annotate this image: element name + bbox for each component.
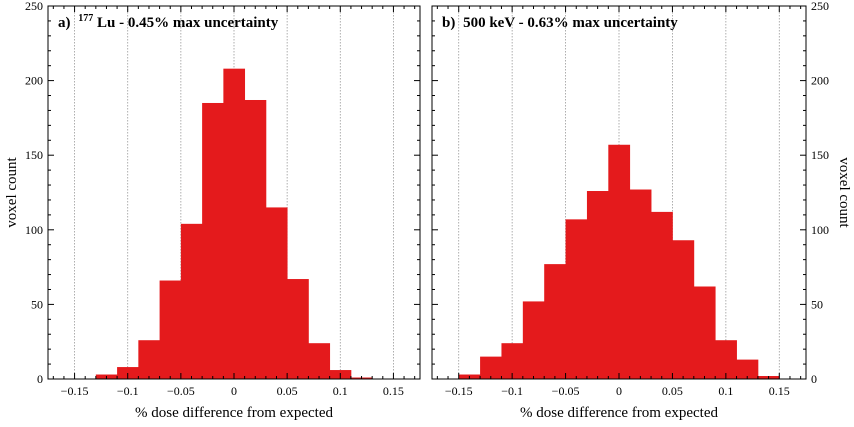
panel-a-ytick-label-3: 150: [25, 148, 43, 162]
panel-a-bar-7: [244, 99, 267, 379]
panel-b-bar-8: [629, 189, 652, 379]
panel-b-bars: [458, 144, 780, 379]
panel-a-bar-5: [202, 102, 224, 379]
panel-a-bar-10: [308, 343, 331, 379]
panel-b-bar-6: [586, 191, 609, 379]
panel-b-xtick-label-6: 0.15: [769, 384, 790, 398]
panel-b-ytick-label-2: 100: [811, 223, 829, 237]
panel-b-title: b) 500 keV - 0.63% max uncertainty: [442, 15, 678, 31]
panel-a-ytick-label-0: 0: [37, 372, 43, 386]
panel-b-bar-2: [501, 343, 524, 379]
panel-a-ticks: [48, 5, 420, 380]
panel-a-ytick-label-5: 250: [25, 0, 43, 13]
panel-a-bar-3: [159, 280, 182, 379]
panel-b-xtick-label-1: −0.1: [501, 384, 523, 398]
panel-a-tick-labels: −0.15 −0.1 −0.05 0 0.05 0.1 0.15 0 50 100 150 200 25…: [25, 0, 404, 398]
panel-a-xtick-label-3: 0: [231, 384, 237, 398]
panel-b-bar-13: [736, 359, 759, 379]
panel-a-xtick-label-4: 0.05: [277, 384, 298, 398]
panel-a-title-rest: - 0.45% max uncertainty: [119, 15, 279, 31]
panel-b-xlabel: % dose difference from expected: [520, 405, 718, 421]
panel-a-title-isotope: Lu: [97, 15, 115, 31]
panel-a: −0.15 −0.1 −0.05 0 0.05 0.1 0.15 0 50 100 150 200 25…: [4, 0, 421, 421]
panel-a-ylabel: voxel count: [4, 156, 20, 227]
panel-a-bar-6: [223, 68, 246, 379]
panel-a-xtick-label-5: 0.1: [333, 384, 348, 398]
panel-a-xtick-label-6: 0.15: [383, 384, 404, 398]
panel-b-bar-4: [544, 264, 566, 379]
panel-b-xtick-label-3: 0: [616, 384, 622, 398]
panel-a-label: a): [58, 15, 71, 31]
panel-a-bar-4: [180, 223, 203, 379]
panel-a-title-mass: 177: [78, 13, 93, 24]
panel-b-ticks: [432, 5, 806, 380]
panel-b-xtick-label-2: −0.05: [552, 384, 580, 398]
panel-a-xtick-label-0: −0.15: [61, 384, 89, 398]
panel-b-xtick-label-0: −0.15: [445, 384, 473, 398]
panel-a-bar-2: [138, 340, 160, 379]
panel-b-bar-12: [715, 340, 737, 379]
panel-a-bar-9: [287, 279, 309, 379]
panel-a-xtick-label-2: −0.05: [167, 384, 195, 398]
panel-a-bars: [95, 68, 373, 379]
panel-b-ytick-label-4: 200: [811, 74, 829, 88]
panel-a-xlabel: % dose difference from expected: [135, 405, 333, 421]
panel-b-bar-10: [672, 240, 695, 379]
panel-a-xtick-label-1: −0.1: [117, 384, 139, 398]
panel-b-bar-7: [608, 144, 631, 379]
panel-b-bar-1: [480, 356, 502, 379]
panel-b-bar-11: [693, 286, 716, 379]
panel-b-xtick-label-5: 0.1: [718, 384, 733, 398]
panel-b-tick-labels: −0.15 −0.1 −0.05 0 0.05 0.1 0.15 0 50 100 150 200 25…: [445, 0, 829, 398]
panel-b-bar-3: [522, 301, 545, 379]
panel-b-ylabel: voxel count: [836, 157, 852, 228]
panel-b-ytick-label-1: 50: [811, 297, 823, 311]
panel-a-ytick-label-2: 100: [25, 223, 43, 237]
panel-b-bar-5: [565, 219, 588, 379]
panel-b-xtick-label-4: 0.05: [662, 384, 683, 398]
panel-b-title-rest: 500 keV - 0.63% max uncertainty: [463, 15, 678, 31]
panel-b-ytick-label-3: 150: [811, 148, 829, 162]
panel-b: −0.15 −0.1 −0.05 0 0.05 0.1 0.15 0 50 100 150 200 25…: [431, 0, 852, 421]
panel-b-ytick-label-0: 0: [811, 372, 817, 386]
panel-a-ytick-label-4: 200: [25, 74, 43, 88]
panel-b-label: b): [442, 15, 455, 31]
panel-a-title: a) 177 Lu - 0.45% max uncertainty: [58, 9, 279, 31]
panel-b-bar-9: [651, 211, 673, 379]
panel-b-ytick-label-5: 250: [811, 0, 829, 13]
panel-a-bar-8: [265, 207, 288, 379]
panel-a-ytick-label-1: 50: [31, 297, 43, 311]
